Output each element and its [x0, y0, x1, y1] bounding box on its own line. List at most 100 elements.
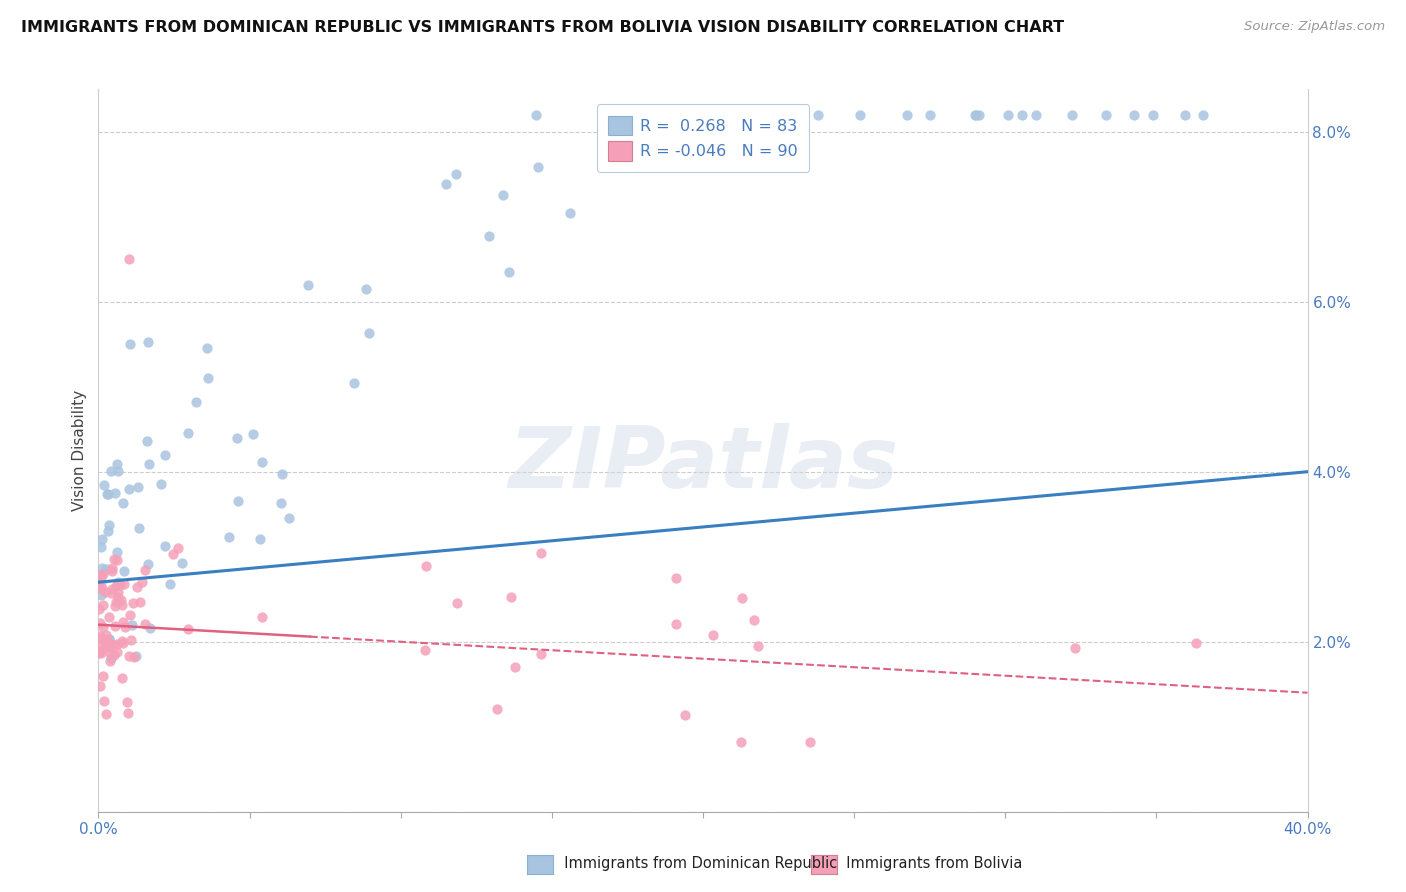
Point	[90, 631, 112, 645]
Point	[104, 599, 127, 614]
Point	[997, 108, 1019, 122]
Point	[94, 561, 117, 575]
Point	[167, 541, 190, 555]
Point	[104, 485, 127, 500]
Point	[965, 108, 987, 122]
Point	[195, 342, 218, 356]
Point	[124, 648, 146, 663]
Point	[98, 645, 121, 659]
Point	[1184, 635, 1206, 649]
Point	[172, 556, 194, 570]
Point	[1060, 108, 1083, 122]
Point	[104, 619, 127, 633]
Point	[138, 457, 160, 471]
Point	[1142, 108, 1164, 122]
Point	[94, 636, 117, 650]
Point	[270, 467, 292, 481]
Point	[90, 581, 112, 595]
Point	[725, 108, 748, 122]
Point	[1025, 108, 1047, 122]
Point	[98, 609, 121, 624]
Point	[107, 591, 129, 605]
Point	[120, 632, 142, 647]
Point	[702, 628, 724, 642]
Point	[415, 558, 437, 573]
Point	[89, 646, 111, 660]
Point	[278, 511, 301, 525]
Point	[967, 108, 990, 122]
Point	[100, 650, 122, 665]
Point	[115, 696, 138, 710]
Point	[100, 585, 122, 599]
Point	[118, 608, 141, 623]
Point	[730, 735, 752, 749]
Legend: R =  0.268   N = 83, R = -0.046   N = 90: R = 0.268 N = 83, R = -0.046 N = 90	[598, 104, 808, 172]
Point	[250, 609, 273, 624]
Point	[218, 529, 240, 543]
Point	[226, 494, 249, 508]
Point	[478, 229, 501, 244]
Y-axis label: Vision Disability: Vision Disability	[72, 390, 87, 511]
Point	[114, 619, 136, 633]
Point	[111, 671, 134, 685]
Point	[97, 524, 120, 539]
Point	[89, 679, 111, 693]
Point	[530, 648, 553, 662]
Point	[100, 637, 122, 651]
Point	[127, 480, 149, 494]
Point	[111, 633, 134, 648]
Point	[89, 644, 111, 658]
Point	[1063, 641, 1085, 656]
Point	[184, 395, 207, 409]
Point	[105, 553, 128, 567]
Point	[97, 632, 120, 647]
Point	[177, 425, 200, 440]
Point	[434, 177, 457, 191]
Point	[118, 337, 141, 351]
Text: Immigrants from Bolivia: Immigrants from Bolivia	[837, 856, 1022, 871]
Point	[498, 265, 520, 279]
Point	[91, 620, 114, 634]
Point	[118, 483, 141, 497]
Point	[117, 706, 139, 720]
Point	[89, 629, 111, 643]
Point	[136, 434, 159, 448]
Point	[105, 545, 128, 559]
Point	[177, 622, 200, 636]
Point	[90, 532, 112, 546]
Point	[807, 108, 830, 122]
Point	[90, 588, 112, 602]
Point	[91, 598, 114, 612]
Point	[747, 640, 769, 654]
Point	[524, 108, 547, 122]
Point	[89, 580, 111, 594]
Point	[112, 577, 135, 591]
Point	[112, 496, 135, 510]
Point	[297, 277, 319, 292]
Point	[673, 708, 696, 723]
Point	[138, 335, 160, 350]
Point	[90, 646, 112, 660]
Point	[249, 532, 271, 546]
Point	[354, 282, 377, 296]
Point	[155, 539, 177, 553]
Point	[162, 547, 184, 561]
Point	[118, 252, 141, 267]
Point	[129, 595, 152, 609]
Point	[1192, 108, 1215, 122]
Point	[963, 108, 986, 122]
Point	[91, 566, 114, 581]
Point	[153, 448, 176, 462]
Point	[136, 557, 159, 571]
Point	[105, 595, 128, 609]
Point	[896, 108, 918, 122]
Point	[104, 579, 127, 593]
Point	[101, 565, 124, 579]
Point	[697, 108, 720, 122]
Point	[90, 540, 112, 554]
Text: ZIPatlas: ZIPatlas	[508, 424, 898, 507]
Point	[1011, 108, 1033, 122]
Point	[105, 645, 128, 659]
Point	[849, 108, 872, 122]
Point	[101, 582, 124, 597]
